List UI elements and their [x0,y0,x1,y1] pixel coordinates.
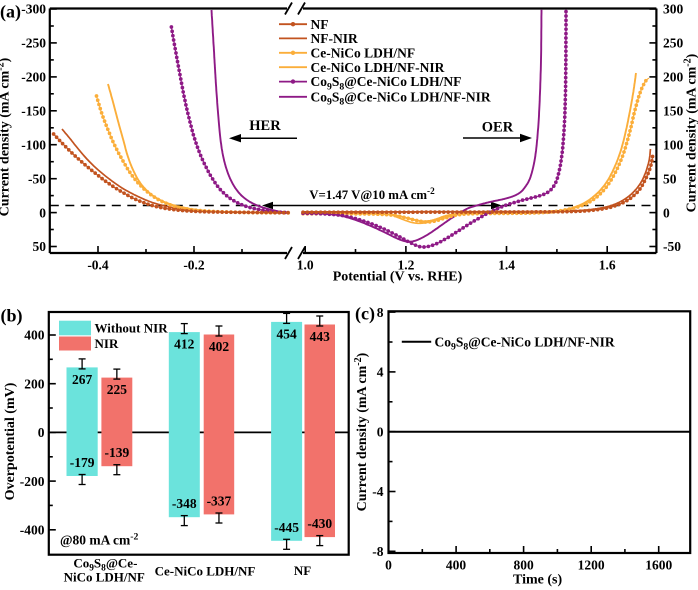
svg-text:50: 50 [33,239,47,254]
svg-text:150: 150 [663,103,684,118]
svg-text:Co9​S8​@Ce-NiCo LDH/NF: Co9​S8​@Ce-NiCo LDH/NF [311,74,462,92]
svg-text:(a): (a) [0,2,21,23]
svg-text:NF: NF [294,563,311,578]
svg-text:(b): (b) [1,306,23,327]
svg-text:-348: -348 [172,496,197,511]
svg-text:NiCo LDH/NF: NiCo LDH/NF [64,570,145,585]
svg-text:8: 8 [377,305,384,320]
svg-text:1.6: 1.6 [599,257,616,272]
svg-text:Co9​S8​@Ce-NiCo LDH/NF-NIR: Co9​S8​@Ce-NiCo LDH/NF-NIR [435,334,615,352]
svg-text:NIR: NIR [95,336,119,351]
svg-text:-200: -200 [21,70,46,85]
svg-text:100: 100 [663,137,684,152]
svg-text:Potential (V vs. RHE): Potential (V vs. RHE) [333,270,463,285]
svg-text:Current density (mA cm-2​): Current density (mA cm-2​) [683,53,698,212]
svg-text:V=1.47 V@10 mA cm-2​: V=1.47 V@10 mA cm-2​ [309,186,435,202]
svg-text:(c): (c) [355,304,375,325]
svg-text:402: 402 [209,339,230,354]
svg-text:0: 0 [377,424,384,439]
svg-text:-0.4: -0.4 [87,257,109,272]
svg-text:200: 200 [663,70,684,85]
svg-text:-430: -430 [307,516,332,531]
svg-text:-50: -50 [28,171,46,186]
svg-text:Co9​S8​@Ce-NiCo LDH/NF-NIR: Co9​S8​@Ce-NiCo LDH/NF-NIR [311,89,491,107]
svg-text:-300: -300 [21,2,46,17]
svg-text:300: 300 [663,2,684,17]
svg-text:-139: -139 [104,445,129,460]
svg-text:Without NIR: Without NIR [95,321,169,336]
svg-text:267: 267 [72,372,93,387]
svg-text:250: 250 [663,36,684,51]
svg-text:-400: -400 [20,523,45,538]
svg-text:NF: NF [311,17,329,32]
svg-text:0: 0 [663,205,670,220]
svg-text:0: 0 [38,425,45,440]
svg-text:-50: -50 [663,239,681,254]
svg-text:-8: -8 [372,544,383,559]
svg-text:200: 200 [24,376,45,391]
svg-text:NF-NIR: NF-NIR [311,31,358,46]
svg-text:-200: -200 [20,474,45,489]
svg-text:-337: -337 [207,493,232,508]
svg-text:1.2: 1.2 [397,257,414,272]
svg-text:-4: -4 [372,484,383,499]
svg-text:0: 0 [39,205,46,220]
svg-text:443: 443 [310,329,331,344]
svg-text:-100: -100 [21,137,46,152]
svg-text:Overpotential (mV): Overpotential (mV) [3,382,18,500]
svg-text:400: 400 [446,558,467,573]
svg-text:4: 4 [377,365,384,380]
svg-text:HER: HER [249,118,281,134]
svg-text:50: 50 [663,171,677,186]
svg-text:454: 454 [276,326,297,341]
svg-text:400: 400 [24,328,45,343]
svg-text:225: 225 [107,382,128,397]
svg-text:-0.2: -0.2 [183,257,205,272]
svg-text:0: 0 [385,558,392,573]
svg-text:1200: 1200 [578,558,605,573]
svg-text:Current density (mA cm-2​): Current density (mA cm-2​) [353,352,370,511]
svg-text:1.4: 1.4 [498,257,515,272]
svg-text:1.0: 1.0 [297,257,314,272]
svg-text:800: 800 [513,558,534,573]
svg-text:OER: OER [482,120,514,136]
svg-text:Ce-NiCo LDH/NF: Ce-NiCo LDH/NF [311,45,416,60]
svg-text:-445: -445 [274,520,299,535]
svg-text:Ce-NiCo LDH/NF-NIR: Ce-NiCo LDH/NF-NIR [311,60,445,75]
svg-text:Time (s): Time (s) [513,573,562,588]
svg-text:Current density (mA cm-2​): Current density (mA cm-2​) [0,57,13,216]
svg-text:1600: 1600 [645,558,672,573]
svg-text:-250: -250 [21,36,46,51]
svg-text:412: 412 [174,337,195,352]
svg-text:Ce-NiCo LDH/NF: Ce-NiCo LDH/NF [155,564,256,579]
svg-text:-179: -179 [70,455,95,470]
svg-text:@80 mA cm-2​: @80 mA cm-2​ [60,532,139,548]
svg-text:-150: -150 [21,103,46,118]
